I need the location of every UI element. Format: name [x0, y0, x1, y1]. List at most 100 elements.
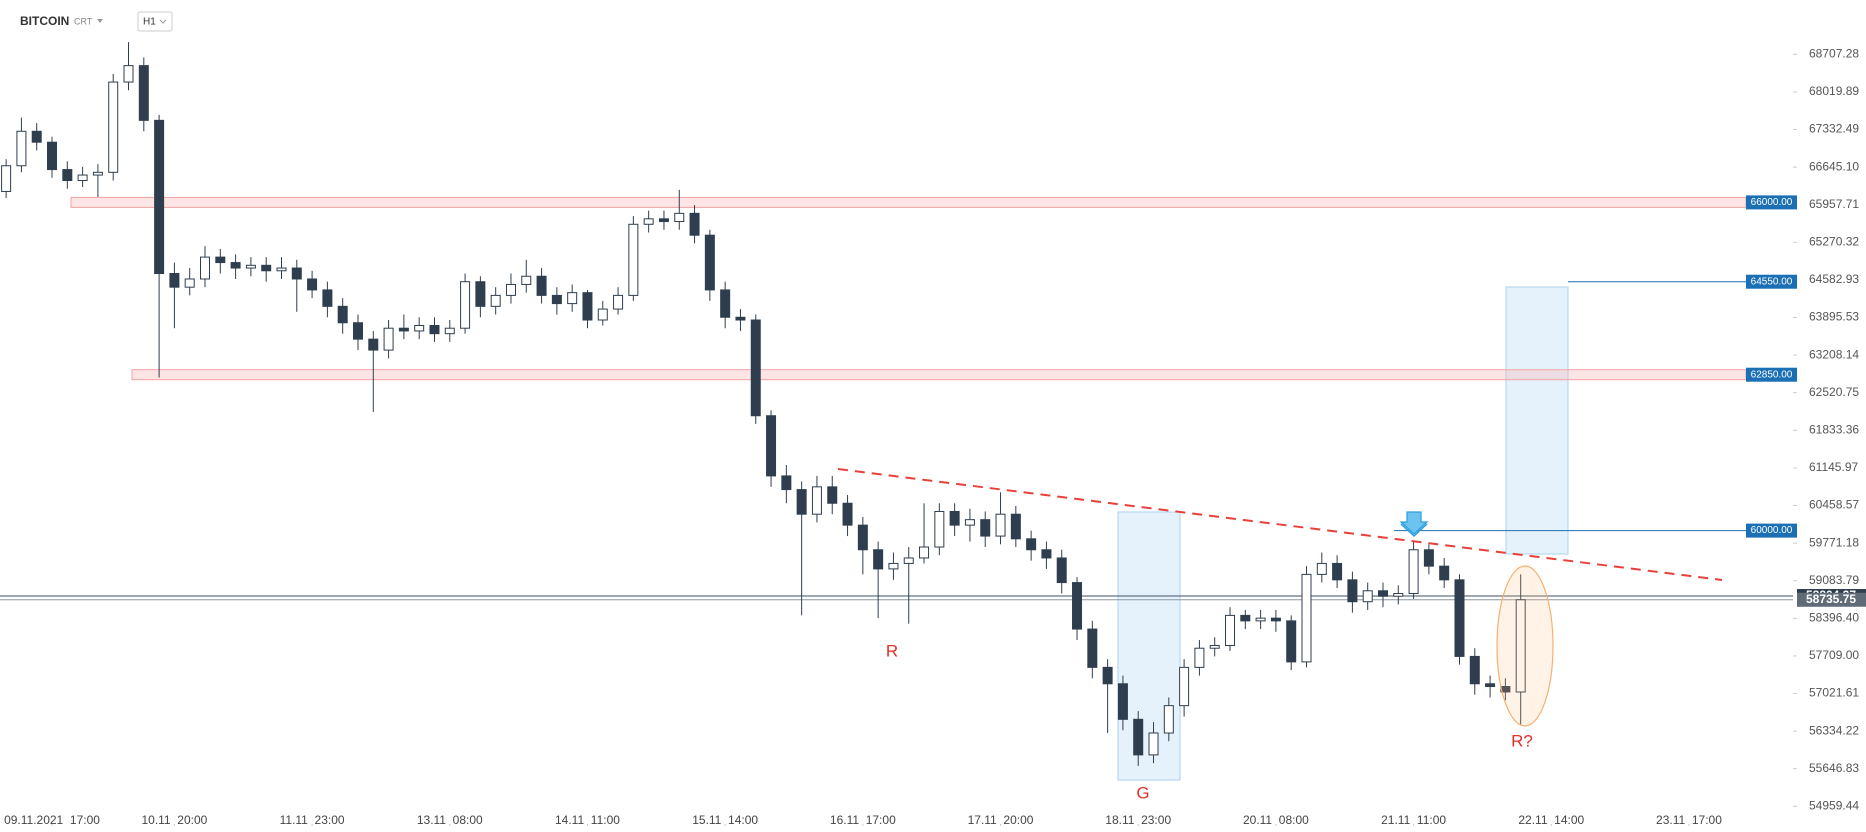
candle-body	[414, 324, 425, 332]
x-tick-label: 15.11 14:00	[692, 813, 758, 827]
candle-body	[352, 322, 363, 340]
candle-body	[1316, 562, 1327, 575]
levels-layer	[0, 196, 1793, 601]
candle-body	[1179, 666, 1190, 707]
level-label-box	[1746, 523, 1797, 538]
candle-body	[383, 327, 394, 351]
candle-body	[1255, 617, 1266, 622]
interval-select[interactable]	[137, 11, 173, 32]
level-zone	[70, 196, 1747, 208]
candle-body	[490, 294, 501, 307]
candle-body	[154, 119, 165, 275]
candle-body	[934, 510, 945, 548]
candle-body	[307, 278, 318, 291]
x-tick-label: 17.11 20:00	[968, 813, 1034, 827]
axes-layer: 68707.28 68019.89 67332.49 66645.10 65957.71…	[4, 46, 1866, 827]
candle-body	[1270, 617, 1281, 622]
y-tick-label: 54959.44	[1809, 799, 1859, 813]
x-tick-label: 14.11 11:00	[555, 813, 620, 827]
y-tick-label: 56334.22	[1809, 723, 1859, 737]
candle-body	[123, 65, 134, 83]
candle-body	[1148, 732, 1159, 756]
candle-body	[704, 234, 715, 291]
candle-body	[1133, 718, 1144, 756]
level-label: 64550.00	[1751, 276, 1793, 287]
x-tick-label: 23.11 17:00	[1656, 813, 1722, 827]
candle-body	[1454, 579, 1465, 657]
y-tick-label: 57709.00	[1809, 648, 1859, 662]
x-tick-label: 22.11 14:00	[1518, 813, 1584, 827]
candle-body	[995, 513, 1006, 537]
candle-body	[658, 218, 669, 223]
candle-body	[643, 218, 654, 225]
candle-body	[230, 262, 241, 269]
dropdown-arrow[interactable]	[97, 19, 103, 23]
interval-arrow	[159, 19, 167, 24]
annotation: R?	[1511, 731, 1533, 750]
candle-body	[720, 289, 731, 318]
candle-body	[92, 171, 103, 176]
y-tick-label: 58396.40	[1809, 611, 1859, 625]
trendline	[837, 468, 1723, 581]
y-tick-label: 68019.89	[1809, 84, 1859, 98]
candle-body	[1347, 579, 1358, 603]
candle-body	[1041, 549, 1052, 559]
candle-body	[1072, 582, 1083, 630]
candle-body	[1010, 513, 1021, 540]
level-label-box	[1746, 195, 1797, 210]
candle-body	[276, 267, 287, 272]
candle-body	[460, 281, 471, 329]
highlight-ellipse	[1496, 565, 1554, 727]
candle-body	[337, 305, 348, 324]
candle-body	[628, 223, 639, 296]
x-tick-label: 09.11.2021 17:00	[4, 813, 100, 827]
header: BITCOIN CRT H1	[20, 11, 173, 32]
candle-body	[1469, 655, 1480, 685]
target-box	[1505, 286, 1569, 555]
candle-body	[1026, 538, 1037, 551]
x-tick-label: 13.11 08:00	[417, 813, 483, 827]
candle-body	[200, 256, 211, 280]
candle-body	[781, 475, 792, 491]
candle-body	[551, 294, 562, 305]
candle-body	[47, 141, 58, 171]
level-label: 62850.00	[1751, 369, 1793, 380]
candle-body	[245, 264, 256, 269]
y-tick-label: 59083.79	[1809, 573, 1859, 587]
candle-body	[322, 289, 333, 307]
candle-body	[1163, 705, 1174, 734]
level-label: 60000.00	[1751, 525, 1793, 536]
candle-body	[184, 278, 195, 288]
current-price-box	[1797, 592, 1866, 607]
candle-body	[674, 212, 685, 223]
candle-body	[842, 502, 853, 526]
level-label-box	[1746, 367, 1797, 382]
y-tick-label: 66645.10	[1809, 159, 1859, 173]
candle-body	[689, 212, 700, 236]
signal-arrow	[1399, 511, 1429, 535]
candle-body	[398, 327, 409, 332]
candle-body	[1393, 593, 1404, 597]
signal-arrow-chevron	[1400, 523, 1428, 538]
candle-body	[1087, 628, 1098, 668]
candle-body	[949, 510, 960, 526]
instrument-type: CRT	[74, 16, 93, 26]
y-tick-label: 62520.75	[1809, 385, 1859, 399]
y-tick-label: 65957.71	[1809, 197, 1859, 211]
level-label: 66000.00	[1751, 197, 1793, 208]
candle-body	[857, 524, 868, 551]
y-tick-label: 67332.49	[1809, 122, 1859, 136]
candle-body	[475, 281, 486, 307]
candle-body	[903, 557, 914, 564]
overlay-layer: R G R?	[837, 468, 1723, 802]
candle-body	[1240, 614, 1251, 622]
candle-body	[1423, 549, 1434, 567]
current-price-label: 58735.75	[1806, 592, 1856, 606]
x-tick-label: 16.11 17:00	[830, 813, 896, 827]
candle-body	[1286, 620, 1297, 663]
candle-body	[567, 292, 578, 305]
level-zone	[131, 369, 1747, 381]
candle-body	[1056, 557, 1067, 584]
candle-body	[429, 324, 440, 335]
